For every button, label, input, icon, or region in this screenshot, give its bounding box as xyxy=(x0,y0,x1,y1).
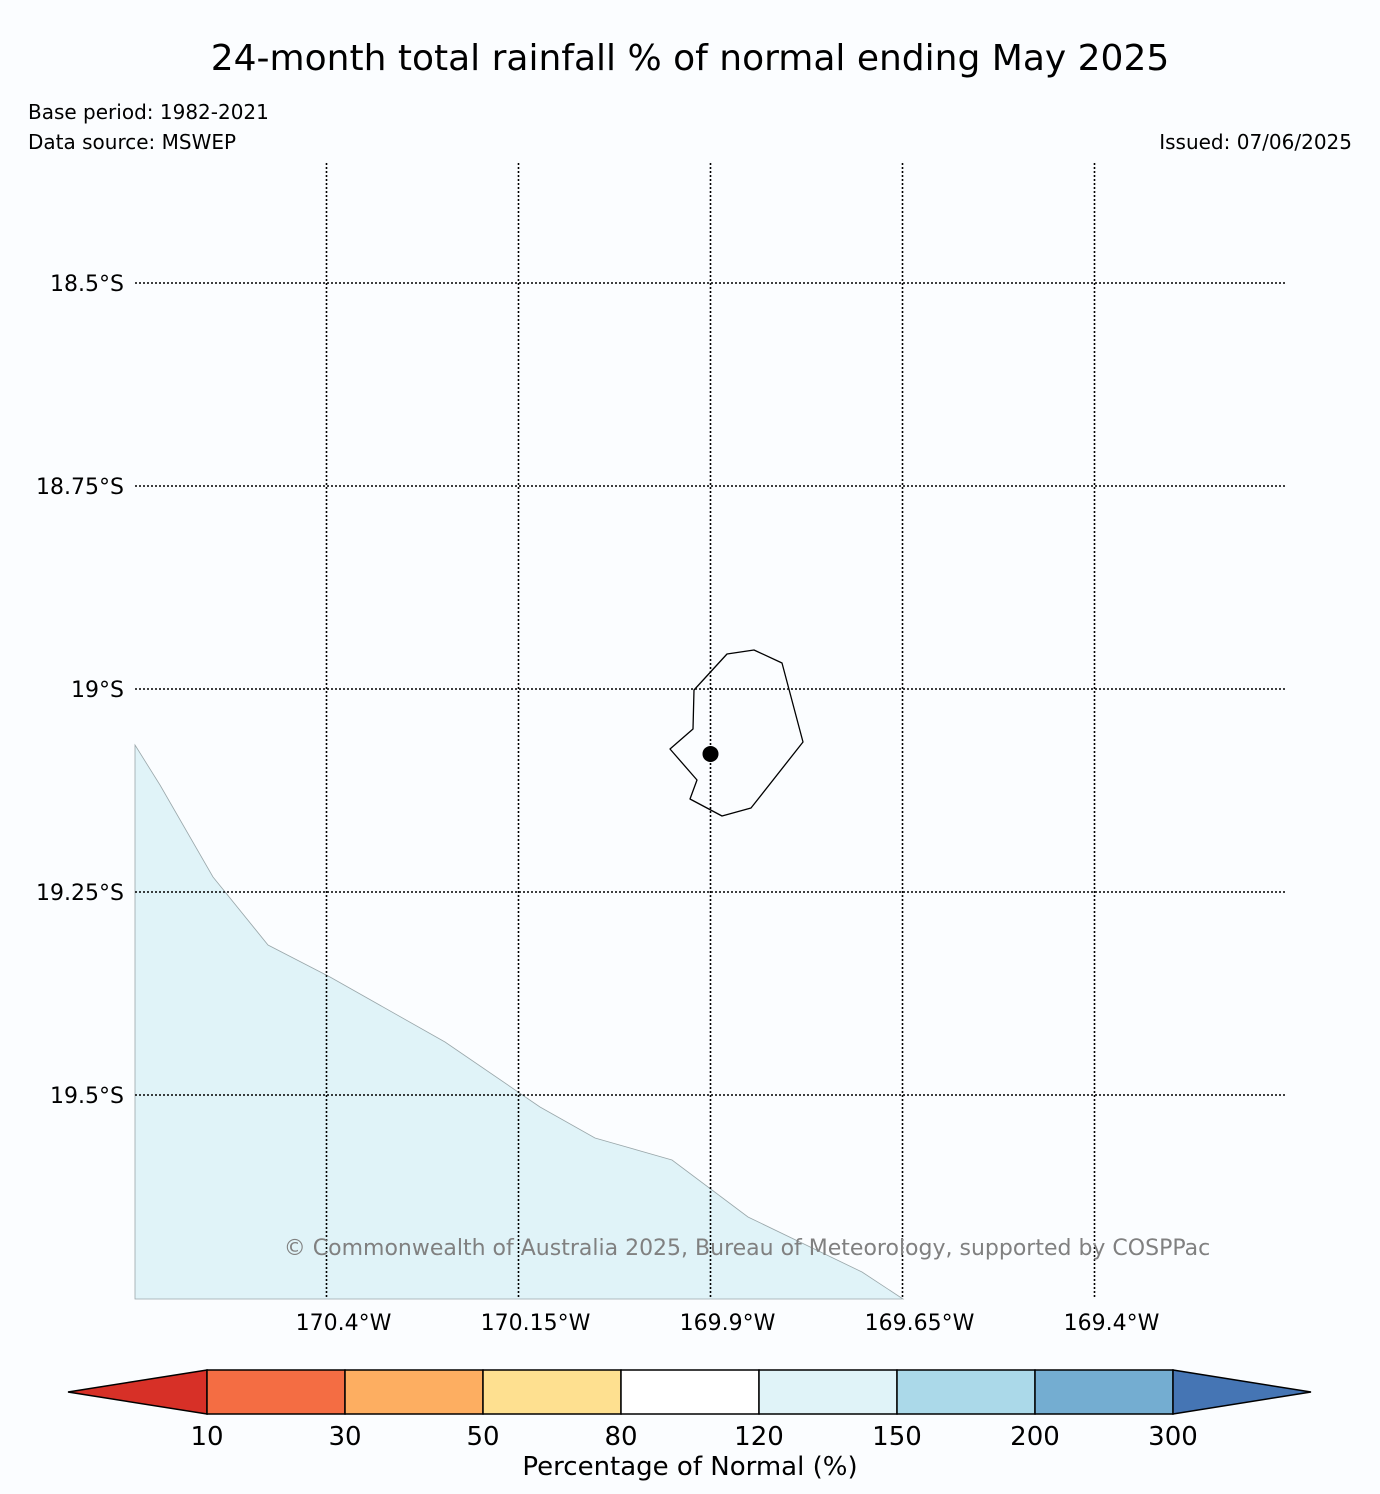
island-coastline xyxy=(669,649,804,817)
issued-date-text: Issued: 07/06/2025 xyxy=(1159,130,1352,154)
station-marker xyxy=(702,745,719,762)
colorbar-tick-label: 300 xyxy=(1148,1422,1198,1452)
map-title: 24-month total rainfall % of normal endi… xyxy=(210,38,1170,79)
colorbar-segment xyxy=(482,1369,622,1415)
colorbar-segment xyxy=(344,1369,484,1415)
longitude-label: 169.9°W xyxy=(680,1311,776,1336)
latitude-label: 19.5°S xyxy=(50,1084,124,1109)
longitude-label: 170.4°W xyxy=(296,1311,392,1336)
base-period-text: Base period: 1982-2021 xyxy=(28,100,269,124)
colorbar-segment xyxy=(1034,1369,1174,1415)
colorbar-tick-label: 80 xyxy=(604,1422,637,1452)
latitude-gridlines: 18.5°S 18.75°S 19°S 19.25°S 19.5°S xyxy=(36,272,1285,1109)
colorbar-tick-label: 150 xyxy=(872,1422,922,1452)
colorbar-tick-label: 200 xyxy=(1010,1422,1060,1452)
colorbar: 10 30 50 80 120 150 200 300 xyxy=(67,1369,1312,1452)
colorbar-label: Percentage of Normal (%) xyxy=(522,1452,857,1482)
longitude-label: 169.65°W xyxy=(865,1311,975,1336)
latitude-label: 18.5°S xyxy=(50,272,124,297)
colorbar-tick-label: 30 xyxy=(328,1422,361,1452)
latitude-label: 18.75°S xyxy=(36,475,124,500)
colorbar-extend-high xyxy=(1172,1369,1312,1415)
colorbar-segment xyxy=(758,1369,898,1415)
longitude-label: 170.15°W xyxy=(481,1311,591,1336)
map-area: 18.5°S18.75°S19°S19.25°S19.5°S 170.4°W 17… xyxy=(36,163,1285,1336)
colorbar-segment xyxy=(206,1369,346,1415)
colorbar-tick-label: 50 xyxy=(466,1422,499,1452)
colorbar-tick-label: 120 xyxy=(734,1422,784,1452)
colorbar-segment xyxy=(896,1369,1036,1415)
latitude-label: 19°S xyxy=(71,678,124,703)
copyright-notice: © Commonwealth of Australia 2025, Bureau… xyxy=(284,1236,1210,1261)
data-source-text: Data source: MSWEP xyxy=(28,130,237,154)
colorbar-segment xyxy=(620,1369,760,1415)
colorbar-extend-low xyxy=(67,1369,208,1415)
latitude-label: 19.25°S xyxy=(36,881,124,906)
longitude-gridlines: 170.4°W 170.15°W 169.9°W 169.65°W 169.4°W xyxy=(296,163,1160,1336)
longitude-label: 169.4°W xyxy=(1064,1311,1160,1336)
colorbar-tick-label: 10 xyxy=(190,1422,223,1452)
